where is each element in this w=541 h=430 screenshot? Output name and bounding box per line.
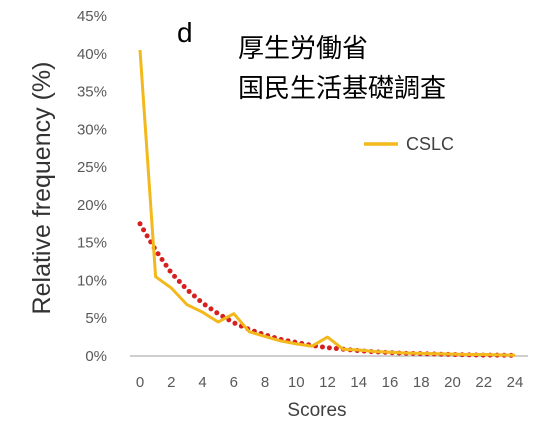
plot-area — [137, 49, 518, 358]
annotation-line-2: 国民生活基礎調査 — [238, 73, 446, 103]
x-tick-label: 16 — [382, 374, 399, 391]
x-tick-label: 10 — [288, 374, 305, 391]
y-axis-title: Relative frequency (%) — [28, 62, 56, 315]
x-tick-label: 12 — [319, 374, 336, 391]
y-tick-label: 35% — [77, 84, 107, 101]
series-line-cslc — [138, 49, 516, 357]
x-tick-label: 2 — [167, 374, 175, 391]
panel-label: d — [177, 17, 193, 48]
y-tick-label: 25% — [77, 159, 107, 176]
x-tick-labels: 0 2 4 6 8 10 12 14 16 18 20 22 24 — [136, 374, 524, 391]
legend-label-cslc: CSLC — [406, 134, 454, 154]
y-tick-label: 45% — [77, 8, 107, 25]
x-tick-label: 6 — [230, 374, 238, 391]
y-tick-label: 10% — [77, 272, 107, 289]
legend: CSLC — [364, 134, 454, 154]
y-tick-label: 15% — [77, 235, 107, 252]
x-tick-label: 8 — [261, 374, 269, 391]
y-tick-label: 30% — [77, 121, 107, 138]
x-tick-label: 24 — [507, 374, 524, 391]
y-tick-label: 0% — [85, 348, 107, 365]
y-tick-label: 40% — [77, 46, 107, 63]
x-axis-title: Scores — [287, 400, 346, 421]
series-line-fit — [137, 221, 518, 358]
x-tick-label: 0 — [136, 374, 144, 391]
annotation-line-1: 厚生労働省 — [238, 33, 368, 63]
x-tick-label: 22 — [475, 374, 492, 391]
x-tick-label: 20 — [444, 374, 461, 391]
x-tick-label: 4 — [198, 374, 206, 391]
x-tick-label: 14 — [350, 374, 367, 391]
y-tick-label: 20% — [77, 197, 107, 214]
x-tick-label: 18 — [413, 374, 430, 391]
y-tick-labels: 0% 5% 10% 15% 20% 25% 30% 35% 40% 45% — [77, 8, 107, 365]
y-tick-label: 5% — [85, 310, 107, 327]
